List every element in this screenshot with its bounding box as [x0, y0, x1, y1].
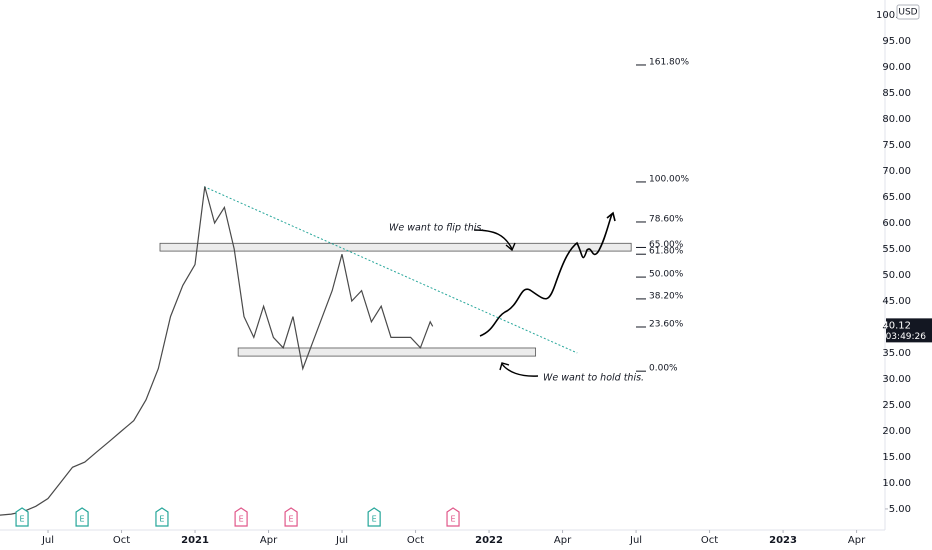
- y-tick-label: 60.00: [882, 218, 911, 229]
- fib-label: 50.00%: [649, 270, 684, 280]
- earnings-marker: [155, 507, 169, 527]
- y-tick-label: 55.00: [882, 244, 911, 255]
- x-tick-label: 2023: [769, 535, 797, 546]
- fib-label: 23.60%: [649, 319, 684, 329]
- x-tick-label: Oct: [701, 535, 718, 546]
- y-tick-label: 75.00: [882, 140, 911, 151]
- price-label: 40.12: [882, 320, 911, 331]
- zone: [237, 347, 537, 357]
- y-tick-label: 100.00: [876, 10, 911, 21]
- earnings-marker: [367, 507, 381, 527]
- y-tick-label: 95.00: [882, 36, 911, 47]
- projection-path: [479, 213, 613, 337]
- earnings-label: E: [239, 515, 244, 524]
- price-line: [0, 186, 434, 516]
- y-tick-label: 35.00: [882, 348, 911, 359]
- projection-arrowhead: [606, 211, 616, 222]
- earnings-label: E: [451, 515, 456, 524]
- y-tick-label: 10.00: [882, 478, 911, 489]
- x-tick-label: Apr: [554, 535, 572, 546]
- fib-label: 65.00%: [649, 240, 684, 250]
- fib-label: 61.80%: [649, 247, 684, 257]
- y-tick-label: 85.00: [882, 88, 911, 99]
- fib-label: 78.60%: [649, 214, 684, 224]
- fib-label: 0.00%: [649, 364, 678, 374]
- x-tick-label: 2021: [181, 535, 209, 546]
- x-tick-label: Oct: [113, 535, 130, 546]
- y-tick-label: 70.00: [882, 166, 911, 177]
- earnings-marker: [75, 507, 89, 527]
- y-tick-label: 50.00: [882, 270, 911, 281]
- countdown-label: 03:49:26: [886, 332, 927, 342]
- earnings-marker: [15, 507, 29, 527]
- annotation: We want to flip this.: [389, 223, 484, 234]
- earnings-marker: [234, 507, 248, 527]
- flip-arrow: [473, 229, 513, 250]
- y-tick-label: 20.00: [882, 426, 911, 437]
- fib-label: 38.20%: [649, 291, 684, 301]
- fib-label: 161.80%: [649, 57, 689, 67]
- zone: [159, 242, 632, 252]
- trendline: [203, 186, 578, 354]
- x-tick-label: Jul: [335, 535, 348, 546]
- earnings-label: E: [159, 515, 164, 524]
- earnings-label: E: [372, 515, 377, 524]
- x-tick-label: Apr: [260, 535, 278, 546]
- annotation: We want to hold this.: [543, 373, 644, 384]
- earnings-marker: [284, 507, 298, 527]
- hold-arrowhead: [499, 362, 510, 371]
- y-tick-label: 80.00: [882, 114, 911, 125]
- x-tick-label: Oct: [407, 535, 424, 546]
- earnings-label: E: [289, 515, 294, 524]
- x-tick-label: 2022: [475, 535, 503, 546]
- x-tick-label: Jul: [629, 535, 642, 546]
- y-tick-label: 65.00: [882, 192, 911, 203]
- fib-label: 100.00%: [649, 174, 689, 184]
- flip-arrowhead: [505, 242, 516, 252]
- y-tick-label: 45.00: [882, 296, 911, 307]
- earnings-label: E: [80, 515, 85, 524]
- y-tick-label: 30.00: [882, 374, 911, 385]
- earnings-label: E: [20, 515, 25, 524]
- y-tick-label: 25.00: [882, 400, 911, 411]
- y-tick-label: 90.00: [882, 62, 911, 73]
- x-tick-label: Jul: [41, 535, 54, 546]
- x-tick-label: Apr: [848, 535, 866, 546]
- currency-label[interactable]: USD: [898, 8, 917, 18]
- currency-button[interactable]: [896, 4, 920, 20]
- hold-arrow: [501, 363, 539, 377]
- y-tick-label: 5.00: [889, 504, 911, 515]
- price-box: [886, 318, 932, 343]
- earnings-marker: [446, 507, 460, 527]
- y-tick-label: 15.00: [882, 452, 911, 463]
